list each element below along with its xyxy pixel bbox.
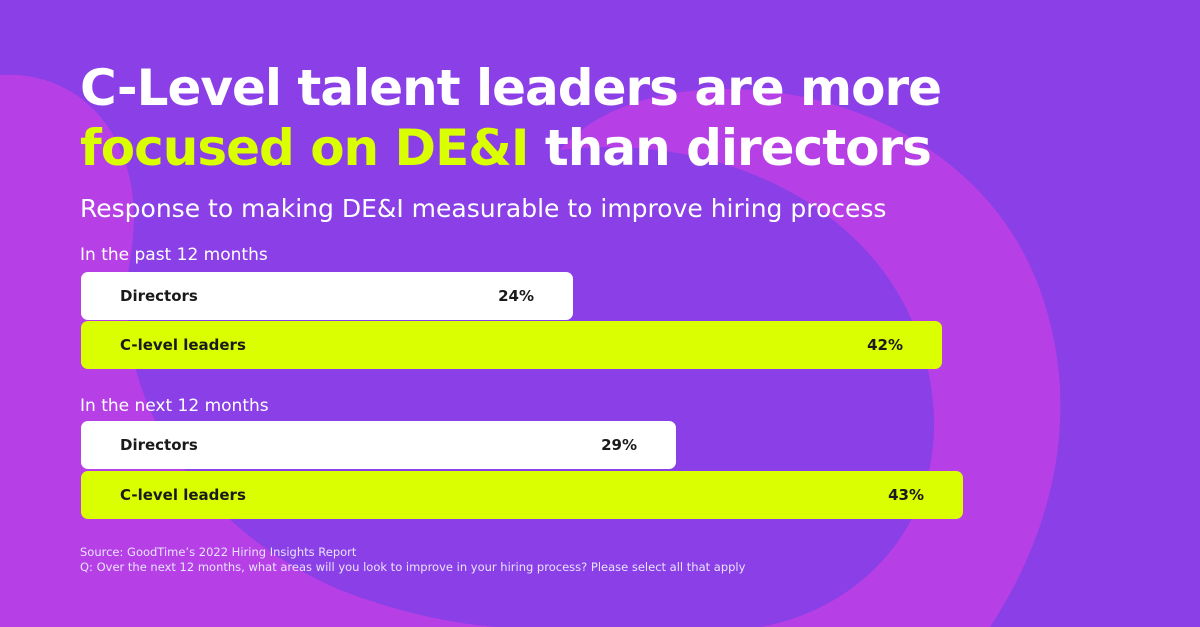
title-rest: than directors: [528, 119, 932, 177]
question-note: Q: Over the next 12 months, what areas w…: [80, 560, 746, 574]
bar-c-level-leaders: C-level leaders 43%: [81, 471, 963, 519]
bar-c-level-leaders: C-level leaders 42%: [81, 321, 942, 369]
bar-value-label: 29%: [601, 436, 637, 454]
chart-subtitle: Response to making DE&I measurable to im…: [80, 194, 887, 223]
group-label: In the past 12 months: [80, 245, 268, 265]
bar-value-label: 24%: [498, 287, 534, 305]
bar-value-label: 42%: [867, 336, 903, 354]
bar-value-label: 43%: [888, 486, 924, 504]
group-label: In the next 12 months: [80, 396, 269, 416]
title-highlight: focused on DE&I: [80, 119, 529, 177]
bar-category-label: Directors: [120, 436, 198, 454]
footer: Source: GoodTime’s 2022 Hiring Insights …: [80, 545, 1080, 575]
bar-directors: Directors 24%: [81, 272, 573, 320]
bar-category-label: C-level leaders: [120, 336, 246, 354]
bar-directors: Directors 29%: [81, 421, 676, 469]
source-note: Source: GoodTime’s 2022 Hiring Insights …: [80, 545, 357, 559]
bar-category-label: Directors: [120, 287, 198, 305]
title-line-2: focused on DE&I than directors: [80, 118, 1160, 178]
title-line-1: C-Level talent leaders are more: [80, 59, 942, 117]
bar-category-label: C-level leaders: [120, 486, 246, 504]
chart-title: C-Level talent leaders are more focused …: [80, 58, 1160, 178]
